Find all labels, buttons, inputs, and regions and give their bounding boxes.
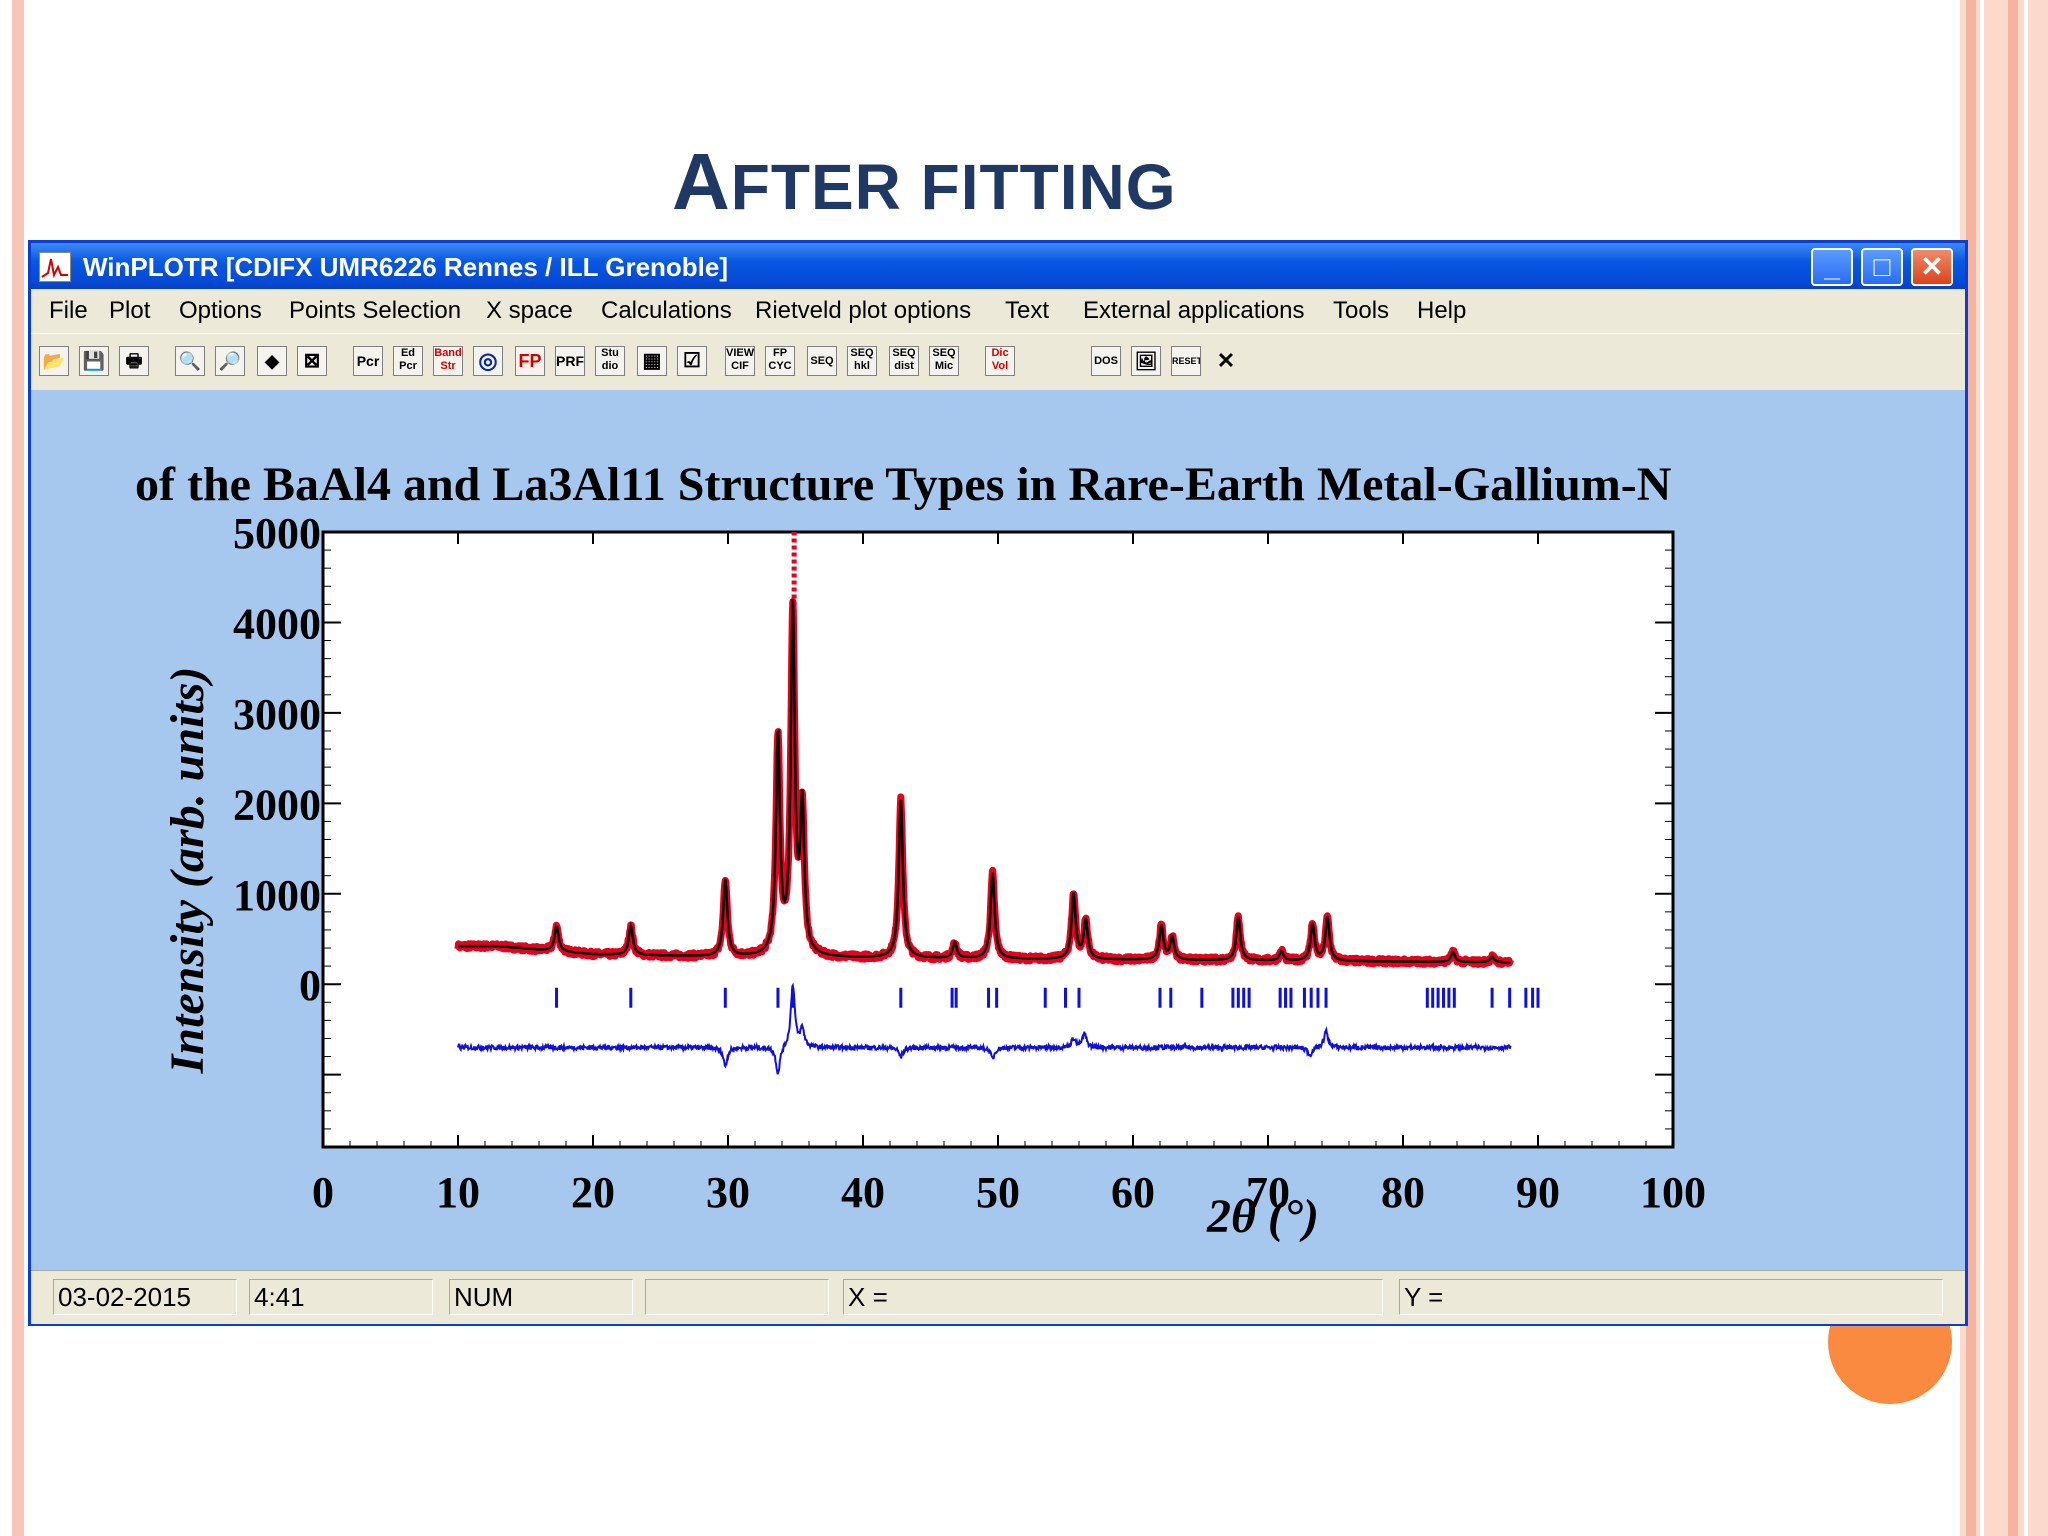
- x-tick-label: 50: [976, 1168, 1020, 1217]
- menu-points-selection[interactable]: Points Selection: [289, 297, 462, 324]
- chart-marks: [454, 532, 1540, 1075]
- print-icon[interactable]: 🖶: [119, 346, 149, 376]
- open-folder-icon[interactable]: 📂: [39, 346, 69, 376]
- maximize-button[interactable]: □: [1861, 248, 1903, 286]
- prf-icon[interactable]: PRF: [555, 346, 585, 376]
- chart-title: of the BaAl4 and La3Al11 Structure Types…: [135, 458, 1672, 511]
- y-tick-label: 0: [299, 961, 321, 1010]
- slide-left-border: [12, 0, 24, 1536]
- reset-icon[interactable]: RESET: [1171, 346, 1201, 376]
- app-icon-graphic: [41, 258, 68, 279]
- minimize-button[interactable]: _: [1811, 248, 1853, 286]
- x-tick-label: 40: [841, 1168, 885, 1217]
- status-y-coordinate: Y =: [1399, 1279, 1943, 1315]
- x-tick-label: 60: [1111, 1168, 1155, 1217]
- y-axis-ticks: 0 1000 2000 3000 4000 5000: [233, 509, 1673, 1148]
- menu-external-applications[interactable]: External applications: [1083, 297, 1305, 324]
- difference-series: [457, 982, 1512, 1075]
- seq-dist-icon[interactable]: SEQ dist: [889, 346, 919, 376]
- menu-help[interactable]: Help: [1417, 297, 1467, 324]
- menu-options[interactable]: Options: [179, 297, 262, 324]
- menu-x-space[interactable]: X space: [486, 297, 573, 324]
- x-tick-label: 10: [436, 1168, 480, 1217]
- checkbox-icon[interactable]: ☑: [677, 346, 707, 376]
- fit-window-icon[interactable]: ⊠: [297, 346, 327, 376]
- y-tick-label: 5000: [233, 509, 321, 558]
- studio-icon[interactable]: Stu dio: [595, 346, 625, 376]
- rietveld-chart[interactable]: of the BaAl4 and La3Al11 Structure Types…: [31, 390, 1965, 1270]
- slide-right-stripe: [2008, 0, 2018, 1536]
- fp-cyc-icon[interactable]: FP CYC: [765, 346, 795, 376]
- y-tick-label: 1000: [233, 871, 321, 920]
- fp-icon[interactable]: FP: [515, 346, 545, 376]
- zoom-icon[interactable]: 🔎: [215, 346, 245, 376]
- calculated-series: [458, 598, 1511, 964]
- ed-pcr-icon[interactable]: Ed Pcr: [393, 346, 423, 376]
- close-button[interactable]: ✕: [1911, 248, 1953, 286]
- seq-icon[interactable]: SEQ: [807, 346, 837, 376]
- x-tick-label: 90: [1516, 1168, 1560, 1217]
- status-date: 03-02-2015: [53, 1279, 237, 1315]
- app-icon[interactable]: [39, 252, 71, 282]
- plot-frame: [321, 530, 1675, 1149]
- seq-mic-icon[interactable]: SEQ Mic: [929, 346, 959, 376]
- pcr-icon[interactable]: Pcr: [353, 346, 383, 376]
- status-bar: 03-02-2015 4:41 NUM X = Y =: [31, 1270, 1965, 1324]
- menu-rietveld-plot-options[interactable]: Rietveld plot options: [755, 297, 972, 324]
- x-tick-label: 100: [1640, 1168, 1706, 1217]
- slide-title: AFTER FITTING: [672, 136, 1177, 228]
- view-cif-icon[interactable]: VIEW CIF: [725, 346, 755, 376]
- slide-title-cap: A: [672, 137, 731, 226]
- window-titlebar[interactable]: WinPLOTR [CDIFX UMR6226 Rennes / ILL Gre…: [31, 243, 1965, 289]
- x-tick-label: 80: [1381, 1168, 1425, 1217]
- x-tick-label: 30: [706, 1168, 750, 1217]
- close-x-icon[interactable]: ✕: [1216, 348, 1236, 373]
- expand-horizontal-icon[interactable]: ◆: [257, 346, 287, 376]
- x-tick-label: 20: [571, 1168, 615, 1217]
- band-str-icon[interactable]: Band Str: [433, 346, 463, 376]
- y-tick-label: 2000: [233, 780, 321, 829]
- y-axis-label: Intensity (arb. units): [161, 667, 214, 1075]
- menu-tools[interactable]: Tools: [1333, 297, 1390, 324]
- dos-icon[interactable]: DOS: [1091, 346, 1121, 376]
- grid-icon[interactable]: ▦: [637, 346, 667, 376]
- x-axis-ticks: 0 10 20 30 40 50 60 70 80 90 100: [312, 532, 1706, 1217]
- x-tick-label: 70: [1246, 1168, 1290, 1217]
- menu-calculations[interactable]: Calculations: [601, 297, 732, 324]
- save-icon[interactable]: 💾: [79, 346, 109, 376]
- status-empty: [645, 1279, 829, 1315]
- seq-hkl-icon[interactable]: SEQ hkl: [847, 346, 877, 376]
- y-tick-label: 4000: [233, 599, 321, 648]
- toolbar: 📂 💾 🖶 🔍 🔎 ◆ ⊠ Pcr Ed Pcr Band Str ◎ FP P…: [31, 333, 1965, 391]
- x-tick-label: 0: [312, 1168, 334, 1217]
- winplotr-window: WinPLOTR [CDIFX UMR6226 Rennes / ILL Gre…: [28, 240, 1968, 1326]
- print-preview-icon[interactable]: 🔍: [175, 346, 205, 376]
- picture-icon[interactable]: 🖼: [1131, 346, 1161, 376]
- slide-right-stripe: [2024, 0, 2028, 1536]
- target-icon[interactable]: ◎: [473, 346, 503, 376]
- status-time: 4:41: [249, 1279, 433, 1315]
- menu-bar: File Plot Options Points Selection X spa…: [31, 289, 1965, 333]
- menu-text[interactable]: Text: [1005, 297, 1050, 324]
- slide-right-stripe: [1980, 0, 1984, 1536]
- y-tick-label: 3000: [233, 690, 321, 739]
- status-x-coordinate: X =: [843, 1279, 1383, 1315]
- status-num: NUM: [449, 1279, 633, 1315]
- x-axis-label: 2θ (°): [1206, 1190, 1319, 1243]
- plot-area[interactable]: of the BaAl4 and La3Al11 Structure Types…: [31, 390, 1965, 1270]
- dic-vol-icon[interactable]: Dic Vol: [985, 346, 1015, 376]
- menu-file[interactable]: File: [49, 297, 88, 324]
- window-title: WinPLOTR [CDIFX UMR6226 Rennes / ILL Gre…: [83, 252, 729, 282]
- slide-title-rest: FTER FITTING: [730, 151, 1177, 223]
- slide-right-stripe: [1966, 0, 1976, 1536]
- menu-plot[interactable]: Plot: [109, 297, 151, 324]
